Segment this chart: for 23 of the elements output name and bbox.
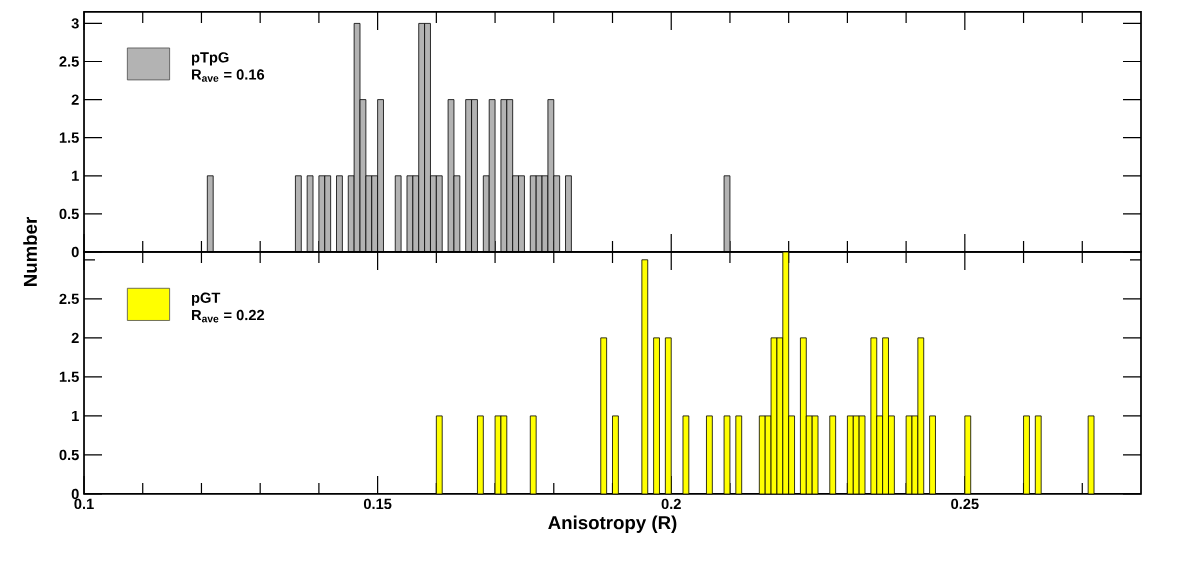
y-tick-label: 2 bbox=[71, 332, 79, 343]
x-tick-label: 0.15 bbox=[363, 498, 392, 510]
x-tick-label: 0.2 bbox=[661, 498, 681, 510]
y-tick-label: 0.5 bbox=[59, 208, 79, 220]
y-tick-label: 1 bbox=[72, 410, 79, 421]
y-tick-label: 0 bbox=[71, 246, 79, 258]
legend-label: pGT bbox=[191, 292, 221, 306]
y-tick-label: 2.5 bbox=[59, 56, 79, 67]
legend-label: pTpG bbox=[191, 52, 229, 66]
x-tick-label: 0.1 bbox=[74, 498, 94, 510]
y-tick-label: 2.5 bbox=[59, 293, 79, 305]
y-tick-label: 0 bbox=[71, 488, 79, 500]
annotation: R$_{ave}$ = 0.16 bbox=[192, 69, 265, 82]
y-tick-label: 0.5 bbox=[59, 449, 79, 461]
y-tick-label: 2 bbox=[71, 94, 79, 105]
y-tick-label: 1.5 bbox=[59, 132, 79, 143]
x-tick-label: 0.25 bbox=[951, 498, 979, 510]
y-tick-label: 1 bbox=[72, 170, 79, 181]
y-axis-title: Number bbox=[23, 217, 37, 286]
x-axis-title: Anisotropy (R) bbox=[548, 515, 677, 533]
y-tick-label: 3 bbox=[71, 18, 79, 29]
y-tick-label: 1.5 bbox=[59, 371, 79, 383]
annotation: R$_{ave}$ = 0.22 bbox=[192, 309, 265, 323]
